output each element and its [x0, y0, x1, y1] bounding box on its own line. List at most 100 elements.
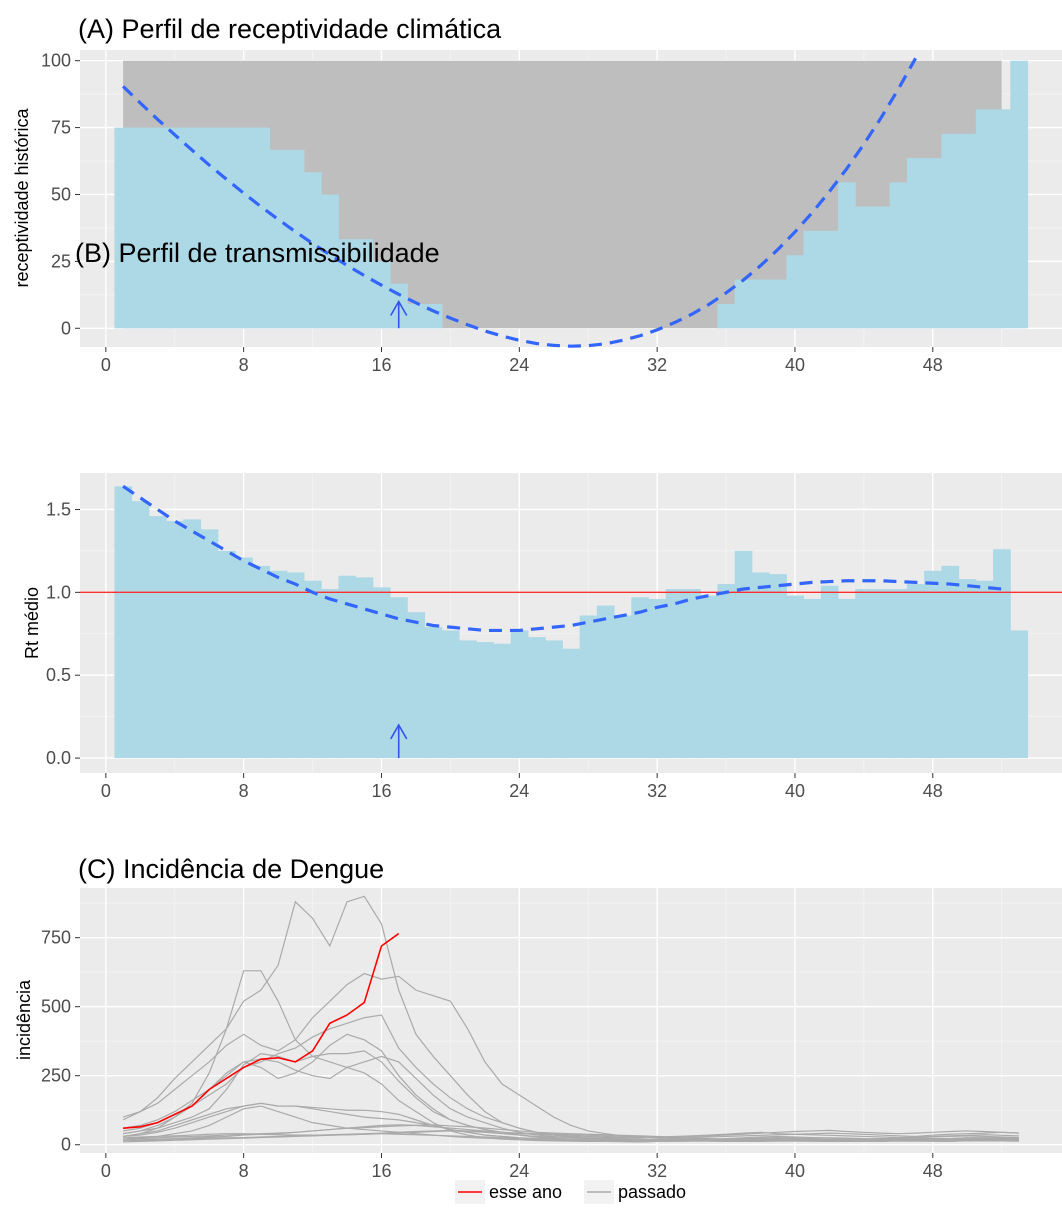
- bar: [820, 230, 839, 329]
- bar: [166, 521, 184, 759]
- bar: [734, 279, 753, 329]
- bar: [131, 501, 150, 759]
- bar: [235, 557, 253, 759]
- bar: [476, 642, 494, 759]
- bar: [958, 133, 977, 329]
- x-tick-label: 48: [923, 1161, 943, 1181]
- bar: [614, 615, 632, 759]
- trend-line: [121, 57, 917, 348]
- bar: [372, 587, 391, 759]
- panel-c-title: (C) Incidência de Dengue: [78, 854, 384, 884]
- bar: [631, 597, 650, 759]
- bar: [372, 261, 391, 329]
- trend-line: [122, 484, 1002, 633]
- bar: [769, 279, 787, 329]
- bar: [407, 303, 426, 329]
- bar: [217, 550, 236, 759]
- bar: [820, 585, 839, 759]
- bar: [183, 127, 202, 329]
- x-tick-label: 40: [785, 1161, 805, 1181]
- panel-a-trend: [121, 57, 917, 348]
- y-tick-label: 50: [51, 184, 71, 204]
- bar: [235, 127, 253, 329]
- bar: [975, 580, 994, 759]
- bar: [924, 158, 942, 329]
- bar: [803, 230, 822, 329]
- series-line-past: [123, 1124, 1019, 1140]
- bar: [303, 172, 322, 329]
- bar: [751, 572, 770, 759]
- bar: [321, 589, 339, 759]
- bar: [321, 194, 339, 329]
- bar: [424, 627, 443, 759]
- y-tick-label: 25: [51, 251, 71, 271]
- x-tick-label: 0: [101, 355, 111, 375]
- bar: [855, 589, 873, 759]
- bar: [114, 127, 133, 329]
- y-tick-label: 500: [41, 997, 71, 1017]
- bar: [1010, 60, 1029, 329]
- panel-b-trend: [122, 484, 1002, 633]
- panel-b-current-week-arrow: [390, 723, 408, 759]
- x-tick-label: 40: [785, 781, 805, 801]
- bar: [941, 133, 960, 329]
- bar: [286, 149, 305, 329]
- bar: [390, 597, 408, 759]
- bar: [269, 149, 288, 329]
- bar: [252, 127, 271, 329]
- bar: [148, 127, 167, 329]
- legend: esse ano passado: [455, 1180, 686, 1204]
- panel-c-plot-area: [80, 888, 1062, 1153]
- x-tick-label: 24: [509, 781, 529, 801]
- bar: [889, 182, 908, 329]
- y-tick-label: 1.0: [46, 582, 71, 602]
- bar: [855, 206, 873, 329]
- panel-a-current-week-arrow: [390, 299, 408, 329]
- bar: [355, 239, 374, 329]
- bar: [269, 570, 288, 759]
- bar: [217, 127, 236, 329]
- bar: [545, 640, 563, 759]
- series-line-past: [123, 1130, 1019, 1141]
- panel-c-grid: [80, 888, 1062, 1153]
- bar: [786, 595, 805, 759]
- bar: [527, 637, 546, 759]
- bar: [717, 303, 736, 329]
- y-tick-label: 0: [61, 1135, 71, 1155]
- y-tick-label: 75: [51, 118, 71, 138]
- bar: [665, 589, 684, 759]
- x-tick-label: 32: [647, 1161, 667, 1181]
- x-tick-label: 32: [647, 781, 667, 801]
- panel-a-title: (A) Perfil de receptividade climática: [78, 14, 502, 44]
- panel-c: (C) Incidência de Dengue 0 250 500 750 0 8 16…: [14, 854, 1062, 1181]
- bar: [734, 550, 753, 759]
- bar: [700, 595, 718, 759]
- panel-a-y-ticks: 0 25 50 75 100: [41, 51, 80, 338]
- bar: [941, 565, 960, 759]
- y-tick-label: 1.5: [46, 499, 71, 519]
- bar: [906, 158, 925, 329]
- bar: [838, 182, 856, 329]
- panel-c-y-axis-label: incidência: [14, 979, 34, 1060]
- panel-b-x-ticks: 0 8 16 24 32 40 48: [101, 773, 943, 801]
- x-tick-label: 16: [371, 355, 391, 375]
- x-tick-label: 8: [239, 355, 249, 375]
- bar: [1010, 630, 1029, 759]
- legend-label-past: passado: [618, 1182, 686, 1202]
- bar: [562, 648, 581, 759]
- x-tick-label: 40: [785, 355, 805, 375]
- bar: [906, 584, 925, 759]
- x-tick-label: 24: [509, 1161, 529, 1181]
- bar: [889, 589, 908, 759]
- bar: [183, 519, 202, 759]
- panel-a-x-ticks: 0 8 16 24 32 40 48: [101, 347, 943, 375]
- bar: [769, 574, 787, 759]
- bar: [993, 549, 1011, 759]
- x-tick-label: 0: [101, 1161, 111, 1181]
- panel-a: (A) Perfil de receptividade climática 0 2…: [12, 14, 1062, 375]
- x-tick-label: 32: [647, 355, 667, 375]
- series-line-this-year: [123, 932, 400, 1129]
- x-tick-label: 0: [101, 781, 111, 801]
- x-tick-label: 16: [371, 781, 391, 801]
